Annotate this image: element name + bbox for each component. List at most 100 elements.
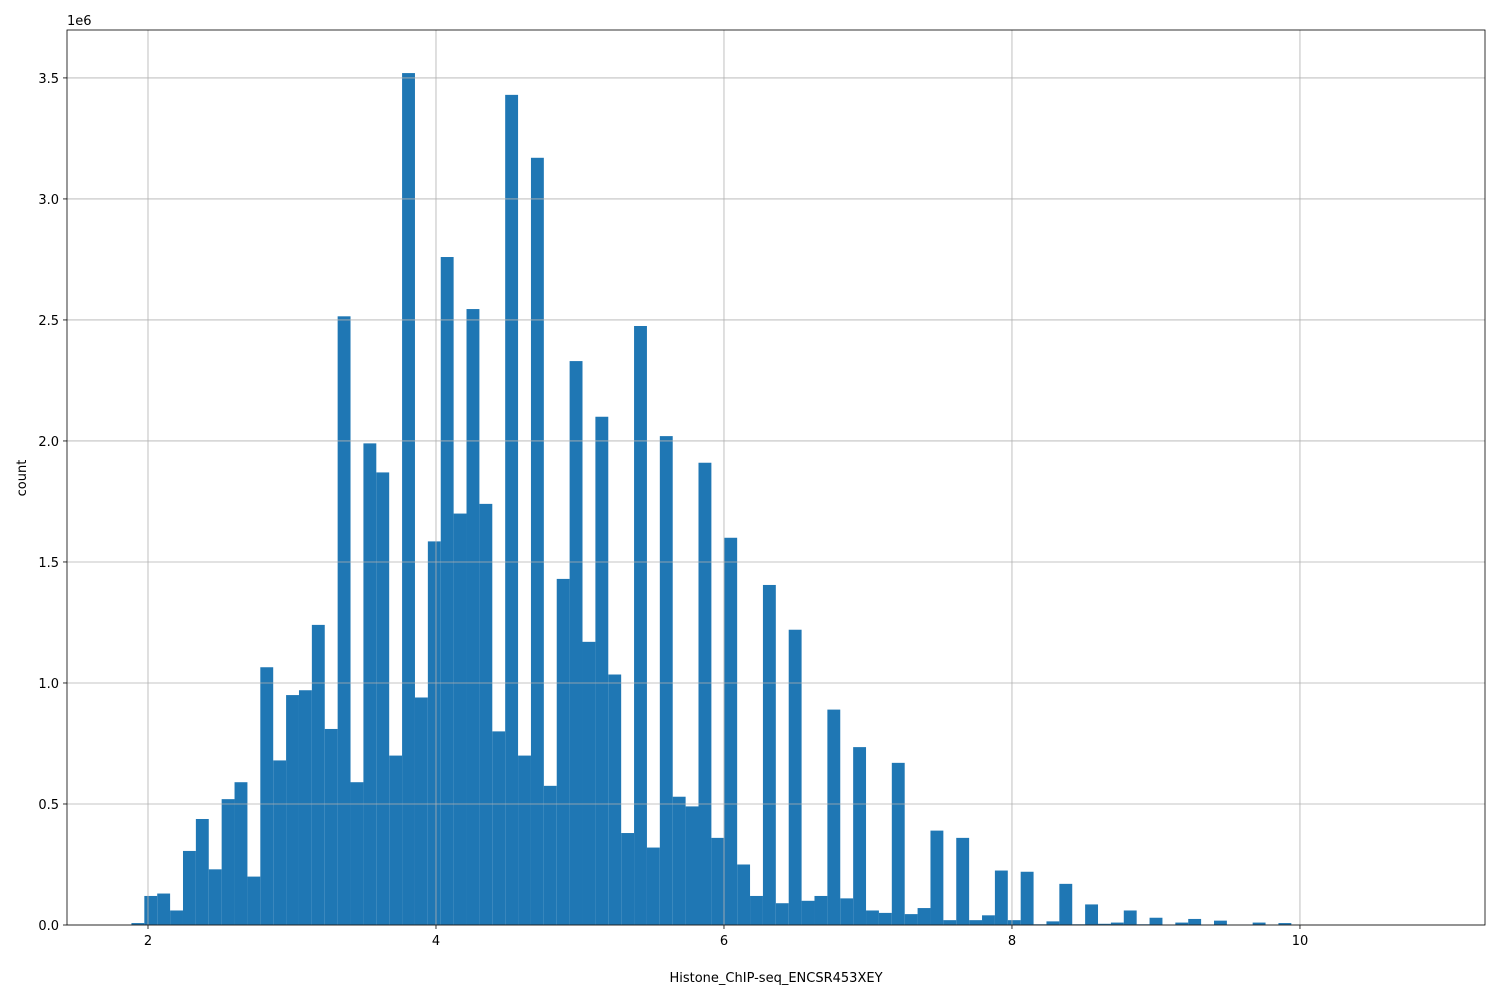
- bar: [1059, 883, 1073, 925]
- bar: [402, 73, 415, 926]
- bar: [157, 893, 171, 925]
- bar: [260, 667, 274, 925]
- bar: [930, 830, 944, 925]
- bar: [685, 806, 699, 925]
- bar: [969, 920, 983, 925]
- bar: [646, 847, 660, 925]
- bar: [956, 837, 970, 925]
- bar: [182, 850, 196, 925]
- bar: [569, 361, 583, 926]
- bar: [1252, 922, 1266, 925]
- bar: [337, 316, 351, 925]
- bar: [543, 785, 557, 925]
- bar: [853, 747, 867, 925]
- bar: [298, 690, 312, 925]
- bar: [621, 833, 635, 925]
- bar: [711, 837, 725, 925]
- y-tick-label: 3.5: [38, 72, 59, 87]
- bar: [840, 898, 854, 925]
- bar: [1098, 923, 1111, 925]
- bar: [247, 876, 261, 925]
- x-tick-label: 10: [1292, 934, 1309, 949]
- bar: [324, 728, 338, 925]
- bar: [904, 914, 918, 925]
- bar: [891, 762, 905, 925]
- y-tick-label: 0.0: [38, 919, 59, 934]
- bar: [195, 818, 209, 925]
- y-tick-label: 0.5: [38, 798, 59, 813]
- bar: [363, 443, 377, 925]
- bar: [221, 799, 235, 925]
- bar: [1110, 922, 1124, 925]
- bar: [827, 709, 841, 925]
- plot-frame: [66, 29, 1486, 926]
- bar: [1213, 920, 1227, 925]
- bar: [1149, 917, 1163, 925]
- bar: [943, 920, 957, 925]
- bar: [866, 910, 879, 925]
- bar: [311, 624, 325, 925]
- y-axis-label: count: [15, 460, 30, 497]
- x-tick-label: 2: [144, 934, 152, 949]
- bar: [427, 541, 441, 925]
- bar: [982, 915, 995, 925]
- bar: [505, 94, 519, 926]
- bar: [273, 760, 287, 925]
- x-axis-label: Histone_ChIP-seq_ENCSR453XEY: [669, 971, 882, 986]
- bar: [608, 674, 622, 925]
- bar: [672, 796, 686, 925]
- bar: [595, 416, 609, 925]
- bar: [234, 782, 248, 925]
- bar: [724, 537, 738, 925]
- bar: [350, 782, 364, 925]
- y-offset-text: 1e6: [67, 14, 92, 29]
- bar: [530, 157, 544, 926]
- bar: [1085, 904, 1099, 925]
- bar: [1007, 920, 1021, 925]
- bar: [1188, 918, 1202, 925]
- bar: [788, 629, 802, 925]
- bar: [634, 325, 647, 925]
- bar: [698, 462, 712, 925]
- bar: [737, 864, 751, 925]
- bar: [1175, 922, 1189, 925]
- bar: [492, 731, 506, 925]
- bar: [144, 895, 158, 925]
- bar: [801, 900, 815, 925]
- bar: [556, 578, 570, 925]
- bar: [1046, 921, 1060, 925]
- bar: [414, 697, 428, 925]
- bar: [208, 869, 222, 925]
- bar: [131, 923, 145, 925]
- bar: [762, 584, 776, 925]
- x-tick-label: 8: [1008, 934, 1016, 949]
- bar: [376, 472, 390, 925]
- bar: [659, 436, 673, 925]
- bar: [1123, 910, 1137, 925]
- bar: [878, 912, 892, 925]
- bar: [750, 895, 763, 925]
- bar: [1020, 871, 1034, 925]
- bar: [389, 755, 403, 925]
- y-tick-label: 1.0: [38, 677, 59, 692]
- y-tick-label: 1.5: [38, 556, 59, 571]
- y-tick-label: 2.0: [38, 435, 59, 450]
- bar: [170, 910, 183, 925]
- bar: [440, 257, 454, 925]
- bar: [1278, 923, 1292, 925]
- y-tick-label: 2.5: [38, 314, 59, 329]
- bar: [582, 641, 596, 925]
- bar: [814, 895, 828, 925]
- bar: [479, 503, 493, 925]
- bar: [518, 755, 531, 925]
- bar: [466, 309, 480, 925]
- y-tick-label: 3.0: [38, 193, 59, 208]
- bar: [994, 870, 1008, 925]
- bar: [286, 695, 299, 925]
- bar: [917, 908, 931, 925]
- x-tick-label: 4: [432, 934, 440, 949]
- x-tick-label: 6: [720, 934, 728, 949]
- bar: [775, 903, 789, 925]
